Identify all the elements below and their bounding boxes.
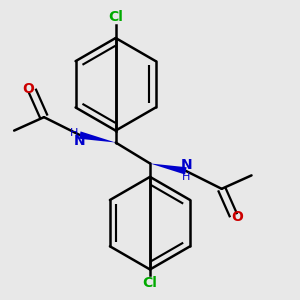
Polygon shape xyxy=(79,131,116,142)
Text: O: O xyxy=(22,82,34,96)
Text: Cl: Cl xyxy=(108,10,123,24)
Polygon shape xyxy=(150,164,187,175)
Text: N: N xyxy=(181,158,192,172)
Text: H: H xyxy=(182,172,190,182)
Text: O: O xyxy=(231,210,243,224)
Text: Cl: Cl xyxy=(142,276,158,290)
Text: N: N xyxy=(74,134,85,148)
Text: H: H xyxy=(70,128,79,138)
